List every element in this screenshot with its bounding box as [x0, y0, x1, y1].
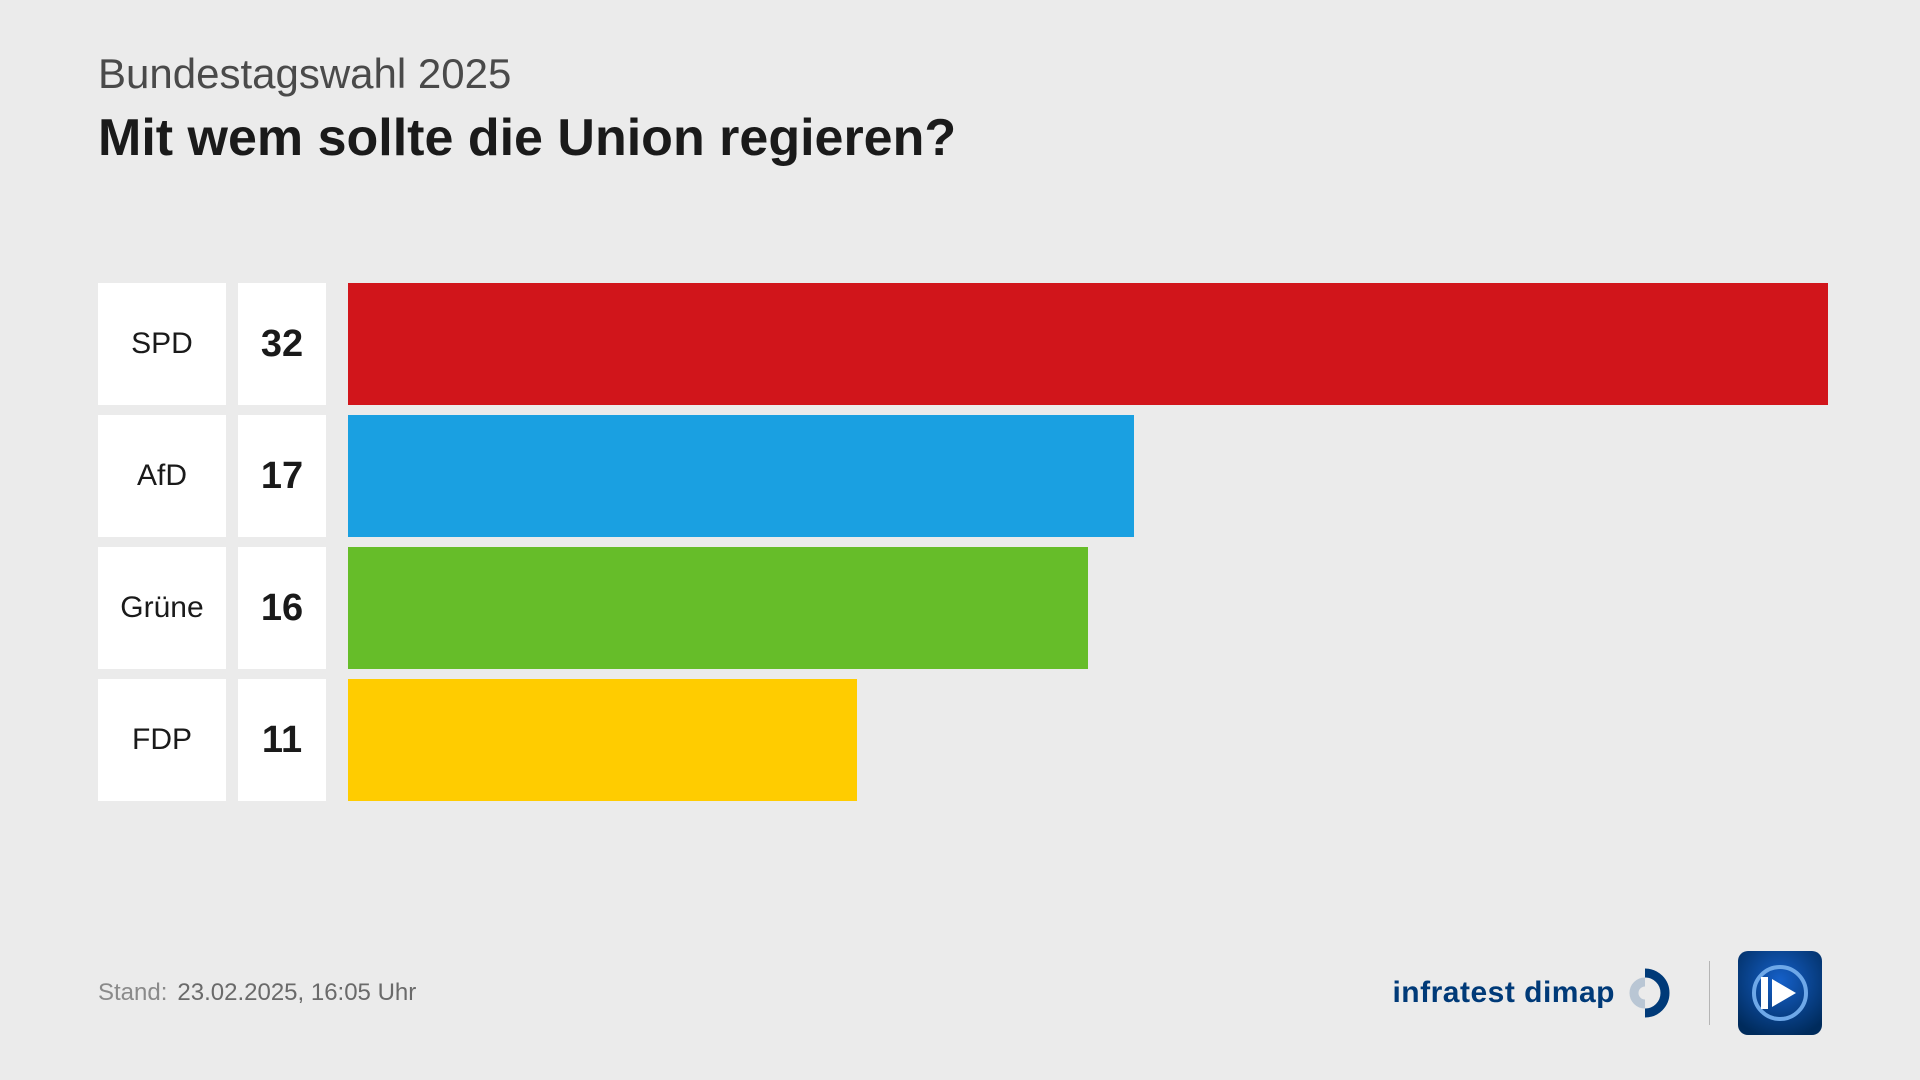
bar-track [348, 679, 1828, 801]
ard-logo-icon [1738, 951, 1822, 1035]
bar-chart: SPD32AfD17Grüne16FDP11 [98, 283, 1822, 801]
party-label: FDP [98, 679, 226, 801]
timestamp: Stand: 23.02.2025, 16:05 Uhr [98, 979, 416, 1007]
ard-logo [1738, 951, 1822, 1035]
bar-fill [348, 679, 857, 801]
chart-row: Grüne16 [98, 547, 1822, 669]
timestamp-value: 23.02.2025, 16:05 Uhr [177, 979, 416, 1007]
logo-divider [1709, 961, 1710, 1025]
party-value: 11 [238, 679, 326, 801]
chart-row: FDP11 [98, 679, 1822, 801]
infratest-dimap-logo: infratest dimap [1392, 967, 1681, 1019]
chart-row: AfD17 [98, 415, 1822, 537]
party-value: 32 [238, 283, 326, 405]
bar-track [348, 283, 1828, 405]
bar-track [348, 547, 1828, 669]
party-value: 17 [238, 415, 326, 537]
bar-track [348, 415, 1828, 537]
dimap-bracket-icon [1629, 967, 1681, 1019]
party-label: Grüne [98, 547, 226, 669]
bar-fill [348, 547, 1088, 669]
bar-fill [348, 415, 1134, 537]
footer: Stand: 23.02.2025, 16:05 Uhr infratest d… [98, 951, 1822, 1035]
party-label: AfD [98, 415, 226, 537]
infratest-dimap-text: infratest dimap [1392, 976, 1615, 1010]
chart-row: SPD32 [98, 283, 1822, 405]
party-value: 16 [238, 547, 326, 669]
logo-group: infratest dimap [1392, 951, 1822, 1035]
timestamp-label: Stand: [98, 979, 167, 1007]
supertitle: Bundestagswahl 2025 [98, 50, 1822, 98]
poll-chart-canvas: Bundestagswahl 2025 Mit wem sollte die U… [0, 0, 1920, 1080]
party-label: SPD [98, 283, 226, 405]
chart-title: Mit wem sollte die Union regieren? [98, 108, 1822, 168]
bar-fill [348, 283, 1828, 405]
